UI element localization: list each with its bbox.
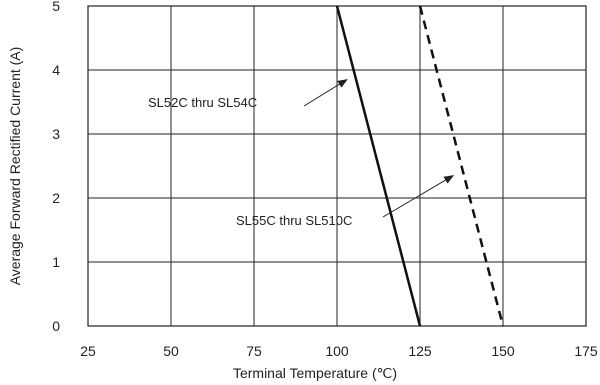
y-tick-label: 3 [52,126,60,142]
y-tick-label: 0 [52,318,60,334]
annotation-label-2: SL55C thru SL510C [236,213,352,228]
annotation-arrow-1 [303,79,348,107]
x-axis-label: Terminal Temperature (℃) [233,365,397,381]
series-line-2 [418,5,505,327]
x-tick-label: 150 [491,343,515,359]
annotations: SL52C thru SL54C SL55C thru SL510C [148,79,455,228]
y-tick-label: 1 [52,254,60,270]
y-tick-label: 2 [52,190,60,206]
y-axis-label: Average Forward Rectified Current (A) [7,47,23,286]
y-tick-label: 4 [52,62,60,78]
x-tick-label: 50 [163,343,179,359]
x-tick-label: 100 [325,343,349,359]
y-tick-label: 5 [52,0,60,14]
y-tick-labels: 0 1 2 3 4 5 [52,0,60,334]
series-lines [335,5,505,327]
x-tick-labels: 25 50 75 100 125 150 175 [80,343,598,359]
grid [87,5,587,327]
annotation-arrow-2 [382,175,455,218]
series-line-1 [335,5,422,327]
x-tick-label: 175 [574,343,598,359]
x-tick-label: 75 [246,343,262,359]
x-tick-label: 125 [408,343,432,359]
x-tick-label: 25 [80,343,96,359]
annotation-label-1: SL52C thru SL54C [148,95,257,110]
